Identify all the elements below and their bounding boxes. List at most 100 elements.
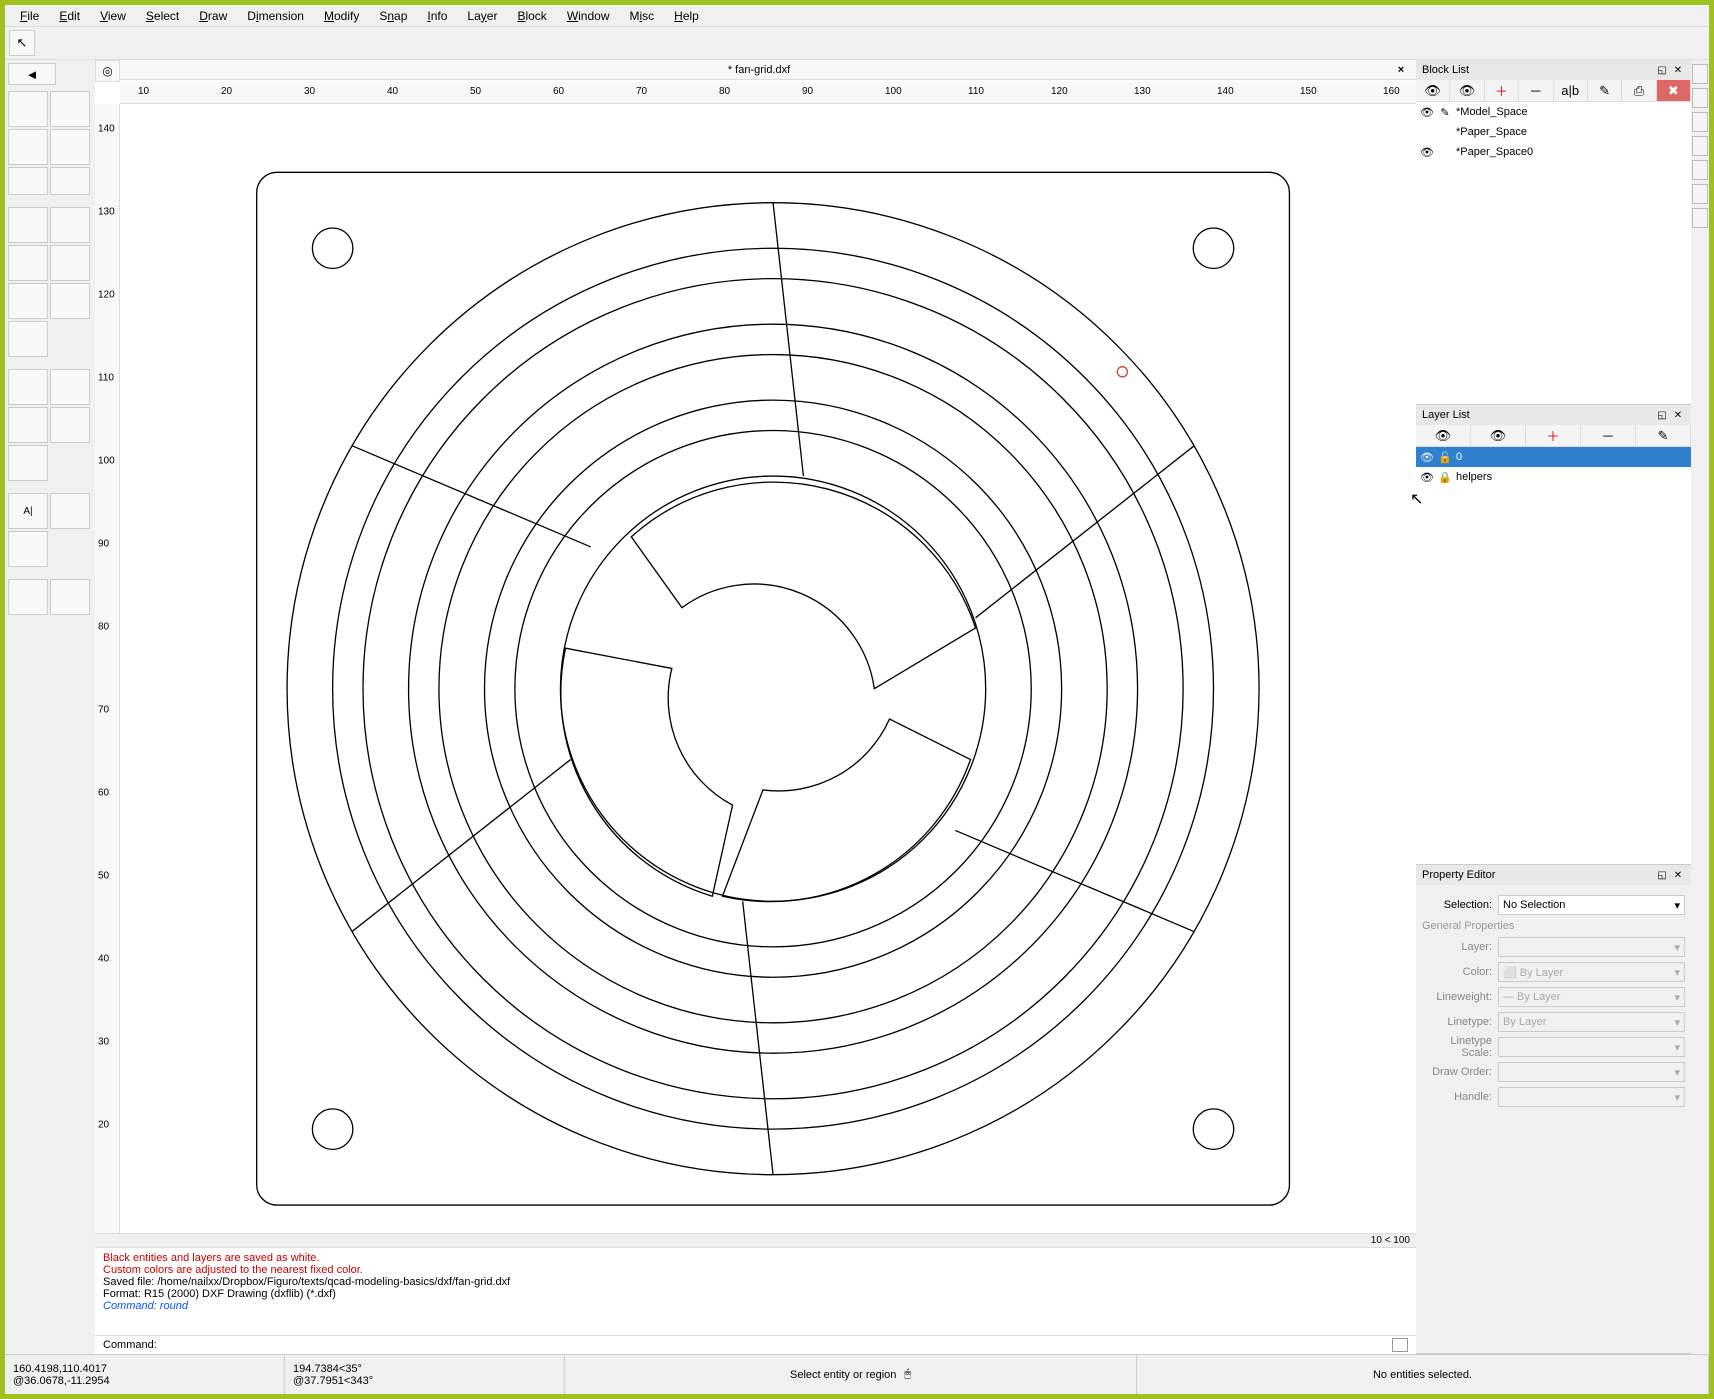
layerlist-body[interactable]: 👁🔓0👁🔒helpers bbox=[1416, 447, 1691, 864]
property-detach-button[interactable]: ◱ bbox=[1655, 868, 1669, 882]
tool-line[interactable] bbox=[8, 91, 48, 127]
blocklist-detach-button[interactable]: ◱ bbox=[1655, 63, 1669, 77]
toolbar-top: ↖ bbox=[5, 27, 1709, 60]
blocklist-btn-7[interactable]: ✖ bbox=[1657, 80, 1691, 101]
layerlist-close-button[interactable]: ✕ bbox=[1671, 408, 1685, 422]
tool-paint[interactable] bbox=[8, 531, 48, 567]
general-properties-label: General Properties bbox=[1422, 920, 1685, 932]
document-close-button[interactable]: × bbox=[1392, 64, 1410, 76]
status-polar: 194.7384<35° bbox=[293, 1363, 556, 1375]
menu-help[interactable]: Help bbox=[664, 7, 709, 25]
tool-trim2[interactable] bbox=[50, 369, 90, 405]
tool-block2[interactable] bbox=[50, 579, 90, 615]
tool-snap4[interactable] bbox=[50, 245, 90, 281]
tool-snap5[interactable] bbox=[8, 283, 48, 319]
block-item[interactable]: 👁*Paper_Space0 bbox=[1416, 142, 1691, 162]
property-close-button[interactable]: ✕ bbox=[1671, 868, 1685, 882]
tool-dim[interactable] bbox=[8, 129, 48, 165]
menu-layer[interactable]: Layer bbox=[457, 7, 507, 25]
status-rel-coord: @36.0678,-11.2954 bbox=[13, 1375, 276, 1387]
block-item[interactable]: *Paper_Space bbox=[1416, 122, 1691, 142]
side-btn-1[interactable] bbox=[1692, 64, 1708, 84]
layerlist-toolbar: 👁👁＋－✎ bbox=[1416, 425, 1691, 447]
tool-trim4[interactable] bbox=[50, 407, 90, 443]
tool-trim3[interactable] bbox=[8, 407, 48, 443]
selection-dropdown[interactable]: No Selection▾ bbox=[1498, 895, 1685, 915]
tool-angle[interactable] bbox=[50, 91, 90, 127]
tool-text[interactable]: A| bbox=[8, 493, 48, 529]
side-btn-6[interactable] bbox=[1692, 184, 1708, 204]
layer-item[interactable]: 👁🔒helpers bbox=[1416, 467, 1691, 487]
layerlist-detach-button[interactable]: ◱ bbox=[1655, 408, 1669, 422]
tool-trim1[interactable] bbox=[8, 369, 48, 405]
blocklist-btn-1[interactable]: 👁 bbox=[1450, 80, 1484, 101]
menu-draw[interactable]: Draw bbox=[189, 7, 237, 25]
command-label: Command: bbox=[103, 1339, 157, 1351]
status-abs-coord: 160.4198,110.4017 bbox=[13, 1363, 276, 1375]
blocklist-title: Block List bbox=[1422, 64, 1653, 76]
blocklist-btn-0[interactable]: 👁 bbox=[1416, 80, 1450, 101]
blocklist-close-button[interactable]: ✕ bbox=[1671, 63, 1685, 77]
blocklist-btn-2[interactable]: ＋ bbox=[1485, 80, 1519, 101]
back-button[interactable]: ◄ bbox=[8, 63, 56, 85]
menu-view[interactable]: View bbox=[90, 7, 136, 25]
ruler-corner: ◎ bbox=[95, 60, 120, 82]
tool-snap3[interactable] bbox=[8, 245, 48, 281]
side-btn-3[interactable] bbox=[1692, 112, 1708, 132]
tool-dim3[interactable] bbox=[50, 167, 90, 195]
tool-snap1[interactable] bbox=[8, 207, 48, 243]
property-title: Property Editor bbox=[1422, 869, 1653, 881]
side-btn-5[interactable] bbox=[1692, 160, 1708, 180]
tool-snap7[interactable] bbox=[8, 321, 48, 357]
horizontal-scrollbar[interactable]: 10 < 100 bbox=[95, 1233, 1416, 1247]
tool-snap2[interactable] bbox=[50, 207, 90, 243]
block-item[interactable]: 👁✎*Model_Space bbox=[1416, 102, 1691, 122]
layerlist-btn-1[interactable]: 👁 bbox=[1471, 425, 1526, 446]
command-input[interactable] bbox=[161, 1339, 1388, 1351]
blocklist-body[interactable]: 👁✎*Model_Space*Paper_Space👁*Paper_Space0 bbox=[1416, 102, 1691, 404]
menu-snap[interactable]: Snap bbox=[369, 7, 417, 25]
command-line[interactable]: Command: bbox=[95, 1335, 1416, 1354]
side-toolbar bbox=[1691, 60, 1709, 1354]
layerlist-btn-3[interactable]: － bbox=[1581, 425, 1636, 446]
menu-edit[interactable]: Edit bbox=[49, 7, 90, 25]
tool-hatch[interactable] bbox=[50, 493, 90, 529]
mouse-icon: 🖱 bbox=[904, 1368, 911, 1381]
drawing-canvas[interactable] bbox=[120, 104, 1416, 1233]
side-btn-2[interactable] bbox=[1692, 88, 1708, 108]
status-hint: Select entity or region bbox=[790, 1369, 896, 1381]
menu-info[interactable]: Info bbox=[417, 7, 457, 25]
side-btn-7[interactable] bbox=[1692, 208, 1708, 228]
blocklist-btn-6[interactable]: ⎙ bbox=[1622, 80, 1656, 101]
command-toggle-button[interactable] bbox=[1392, 1338, 1408, 1352]
selection-label: Selection: bbox=[1422, 899, 1492, 911]
tool-snap6[interactable] bbox=[50, 283, 90, 319]
tool-trim5[interactable] bbox=[8, 445, 48, 481]
layerlist-btn-4[interactable]: ✎ bbox=[1636, 425, 1691, 446]
blocklist-btn-3[interactable]: － bbox=[1519, 80, 1553, 101]
menu-window[interactable]: Window bbox=[557, 7, 620, 25]
tool-dim2[interactable] bbox=[8, 167, 48, 195]
document-title: * fan-grid.dxf bbox=[126, 64, 1392, 76]
side-btn-4[interactable] bbox=[1692, 136, 1708, 156]
blocklist-btn-4[interactable]: a|b bbox=[1554, 80, 1588, 101]
layer-item[interactable]: 👁🔓0 bbox=[1416, 447, 1691, 467]
ruler-horizontal: 102030405060708090100110120130140150160 bbox=[120, 82, 1416, 104]
layerlist-btn-2[interactable]: ＋ bbox=[1526, 425, 1581, 446]
menu-modify[interactable]: Modify bbox=[314, 7, 369, 25]
statusbar: 160.4198,110.4017 @36.0678,-11.2954 194.… bbox=[5, 1354, 1709, 1394]
tool-leader[interactable] bbox=[50, 129, 90, 165]
menu-dimension[interactable]: Dimension bbox=[237, 7, 314, 25]
blocklist-btn-5[interactable]: ✎ bbox=[1588, 80, 1622, 101]
menu-misc[interactable]: Misc bbox=[620, 7, 665, 25]
layerlist-btn-0[interactable]: 👁 bbox=[1416, 425, 1471, 446]
blocklist-toolbar: 👁👁＋－a|b✎⎙✖ bbox=[1416, 80, 1691, 102]
menu-select[interactable]: Select bbox=[136, 7, 189, 25]
ruler-vertical: 1401301201101009080706050403020 bbox=[95, 104, 120, 1233]
drawing-svg bbox=[120, 104, 1416, 1233]
property-header: Property Editor ◱ ✕ bbox=[1416, 865, 1691, 885]
menu-block[interactable]: Block bbox=[507, 7, 556, 25]
tool-block1[interactable] bbox=[8, 579, 48, 615]
menu-file[interactable]: File bbox=[10, 7, 49, 25]
cursor-button[interactable]: ↖ bbox=[9, 30, 35, 56]
